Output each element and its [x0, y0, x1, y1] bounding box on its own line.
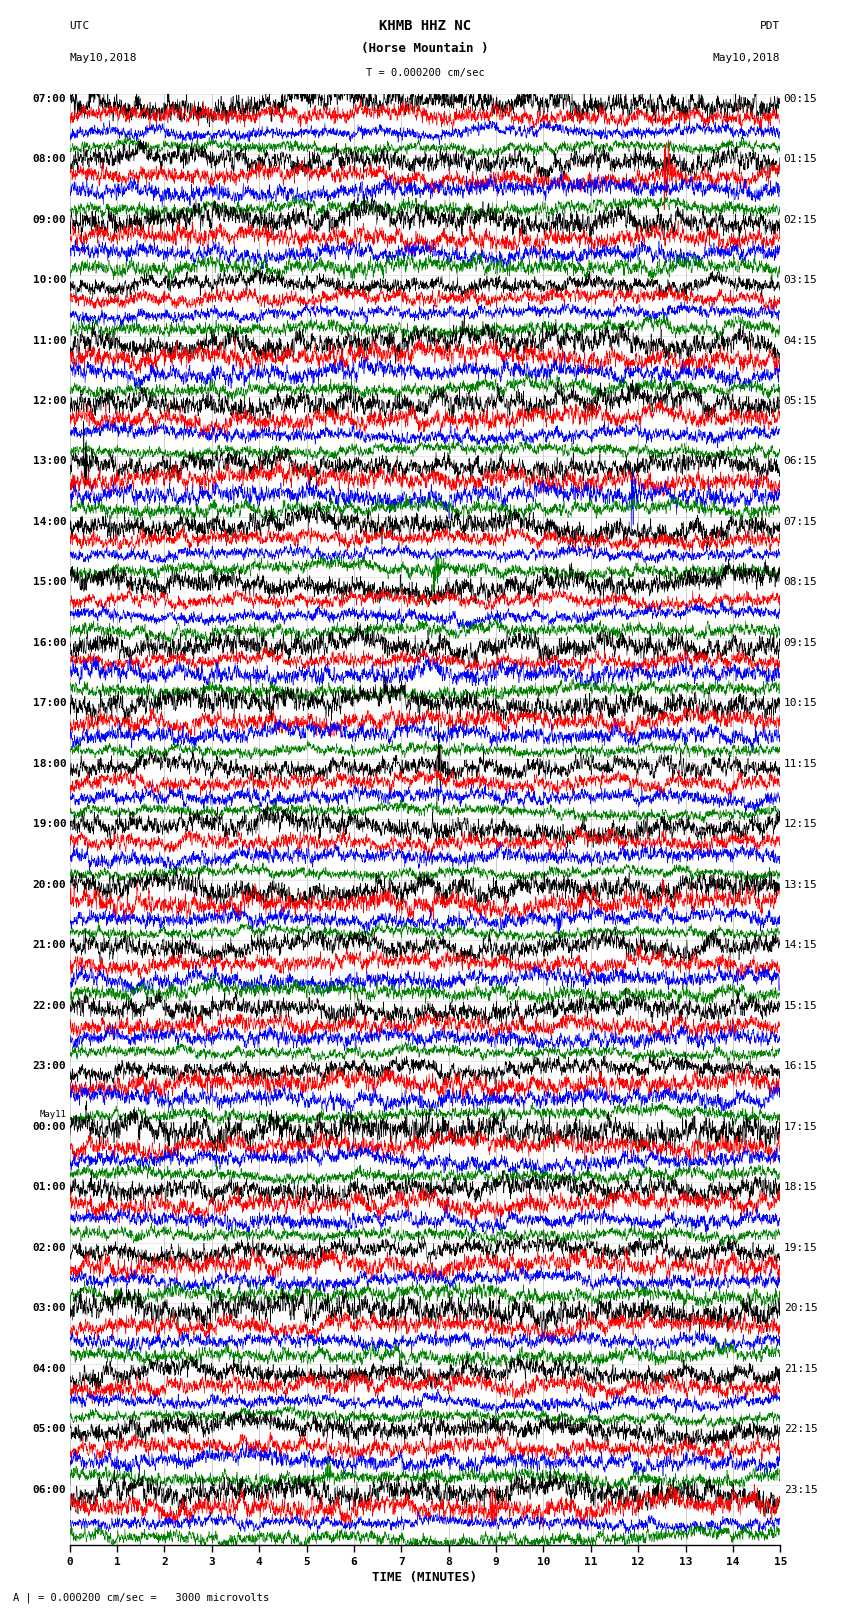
Text: 10:00: 10:00 — [32, 276, 66, 286]
Text: 08:00: 08:00 — [32, 155, 66, 165]
Text: 20:00: 20:00 — [32, 881, 66, 890]
Text: 10:15: 10:15 — [784, 698, 818, 708]
Text: 07:15: 07:15 — [784, 516, 818, 527]
Text: 00:15: 00:15 — [784, 94, 818, 103]
Text: 00:00: 00:00 — [32, 1123, 66, 1132]
Text: 08:15: 08:15 — [784, 577, 818, 587]
Text: May11: May11 — [39, 1110, 66, 1119]
Text: 05:15: 05:15 — [784, 397, 818, 406]
Text: 21:15: 21:15 — [784, 1365, 818, 1374]
Text: KHMB HHZ NC: KHMB HHZ NC — [379, 19, 471, 34]
Text: 11:15: 11:15 — [784, 760, 818, 769]
Text: 17:15: 17:15 — [784, 1123, 818, 1132]
Text: 04:15: 04:15 — [784, 336, 818, 345]
Text: 04:00: 04:00 — [32, 1365, 66, 1374]
Text: 20:15: 20:15 — [784, 1303, 818, 1313]
Text: 23:00: 23:00 — [32, 1061, 66, 1071]
Text: 13:15: 13:15 — [784, 881, 818, 890]
Text: 19:00: 19:00 — [32, 819, 66, 829]
Text: 06:00: 06:00 — [32, 1484, 66, 1495]
Text: 02:15: 02:15 — [784, 215, 818, 224]
Text: 09:00: 09:00 — [32, 215, 66, 224]
Text: 01:15: 01:15 — [784, 155, 818, 165]
Text: May10,2018: May10,2018 — [70, 53, 137, 63]
Text: 15:15: 15:15 — [784, 1000, 818, 1011]
Text: 14:15: 14:15 — [784, 940, 818, 950]
Text: 18:15: 18:15 — [784, 1182, 818, 1192]
Text: 19:15: 19:15 — [784, 1242, 818, 1253]
Text: T = 0.000200 cm/sec: T = 0.000200 cm/sec — [366, 68, 484, 77]
Text: 05:00: 05:00 — [32, 1424, 66, 1434]
Text: 11:00: 11:00 — [32, 336, 66, 345]
Text: 18:00: 18:00 — [32, 760, 66, 769]
Text: 14:00: 14:00 — [32, 516, 66, 527]
Text: 22:00: 22:00 — [32, 1000, 66, 1011]
Text: 09:15: 09:15 — [784, 637, 818, 648]
X-axis label: TIME (MINUTES): TIME (MINUTES) — [372, 1571, 478, 1584]
Text: 03:00: 03:00 — [32, 1303, 66, 1313]
Text: 02:00: 02:00 — [32, 1242, 66, 1253]
Text: 23:15: 23:15 — [784, 1484, 818, 1495]
Text: 21:00: 21:00 — [32, 940, 66, 950]
Text: 22:15: 22:15 — [784, 1424, 818, 1434]
Text: 15:00: 15:00 — [32, 577, 66, 587]
Text: 16:15: 16:15 — [784, 1061, 818, 1071]
Text: 12:15: 12:15 — [784, 819, 818, 829]
Text: 03:15: 03:15 — [784, 276, 818, 286]
Text: 13:00: 13:00 — [32, 456, 66, 466]
Text: A | = 0.000200 cm/sec =   3000 microvolts: A | = 0.000200 cm/sec = 3000 microvolts — [13, 1592, 269, 1603]
Text: 16:00: 16:00 — [32, 637, 66, 648]
Text: PDT: PDT — [760, 21, 780, 31]
Text: 06:15: 06:15 — [784, 456, 818, 466]
Text: UTC: UTC — [70, 21, 90, 31]
Text: May10,2018: May10,2018 — [713, 53, 780, 63]
Text: (Horse Mountain ): (Horse Mountain ) — [361, 42, 489, 55]
Text: 01:00: 01:00 — [32, 1182, 66, 1192]
Text: 17:00: 17:00 — [32, 698, 66, 708]
Text: 07:00: 07:00 — [32, 94, 66, 103]
Text: 12:00: 12:00 — [32, 397, 66, 406]
